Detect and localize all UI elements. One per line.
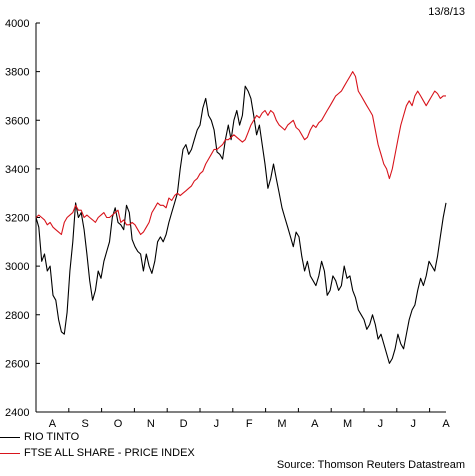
x-tick-label: A bbox=[311, 418, 319, 430]
legend-swatch-rio bbox=[0, 436, 20, 438]
x-tick-label: D bbox=[180, 418, 188, 430]
x-tick-label: N bbox=[147, 418, 155, 430]
ftse-all-share-line bbox=[35, 71, 446, 236]
x-tick-label: A bbox=[49, 418, 57, 430]
legend: RIO TINTO FTSE ALL SHARE - PRICE INDEX bbox=[0, 429, 195, 461]
legend-swatch-ftse bbox=[0, 452, 20, 454]
x-tick-label: A bbox=[442, 418, 450, 430]
rio-tinto-line bbox=[35, 85, 447, 364]
legend-label-ftse: FTSE ALL SHARE - PRICE INDEX bbox=[24, 447, 195, 459]
y-tick-label: 2800 bbox=[5, 310, 29, 322]
x-tick-label: F bbox=[246, 418, 253, 430]
y-tick-label: 3000 bbox=[5, 261, 29, 273]
x-tick-label: O bbox=[114, 418, 123, 430]
y-tick-label: 3800 bbox=[5, 67, 29, 79]
x-tick-label: J bbox=[378, 418, 384, 430]
legend-item-ftse: FTSE ALL SHARE - PRICE INDEX bbox=[0, 445, 195, 461]
y-tick-label: 4000 bbox=[5, 18, 29, 30]
y-tick-label: 2600 bbox=[5, 358, 29, 370]
x-tick-label: M bbox=[277, 418, 286, 430]
x-tick-label: M bbox=[343, 418, 352, 430]
y-tick-label: 2400 bbox=[5, 407, 29, 419]
x-tick-label: S bbox=[82, 418, 89, 430]
source-note: Source: Thomson Reuters Datastream bbox=[276, 459, 465, 471]
legend-item-rio: RIO TINTO bbox=[0, 429, 195, 445]
x-tick-label: J bbox=[214, 418, 220, 430]
series-lines bbox=[35, 71, 447, 364]
x-tick-label: J bbox=[410, 418, 416, 430]
y-tick-label: 3600 bbox=[5, 115, 29, 127]
y-tick-label: 3200 bbox=[5, 213, 29, 225]
legend-label-rio: RIO TINTO bbox=[24, 431, 80, 443]
date-label: 13/8/13 bbox=[428, 6, 465, 18]
y-axis: 2400 2600 2800 3000 3200 3400 3600 3800 4000 bbox=[5, 18, 40, 419]
y-tick-label: 3400 bbox=[5, 164, 29, 176]
